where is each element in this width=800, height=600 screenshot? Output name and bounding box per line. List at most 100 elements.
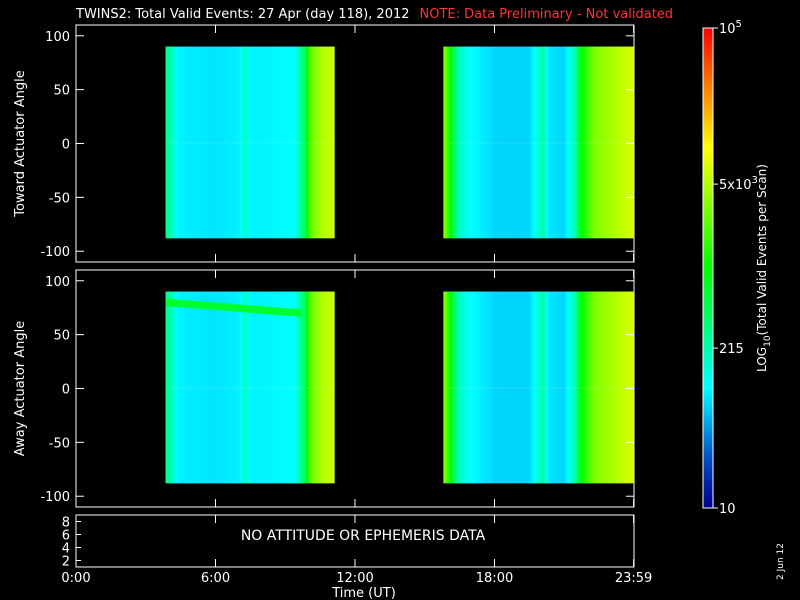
x-tick-label: 23:59 bbox=[615, 571, 652, 586]
heatmap-column bbox=[450, 291, 453, 484]
heatmap-column bbox=[260, 291, 263, 484]
heatmap-column bbox=[454, 46, 457, 239]
heatmap-column bbox=[226, 46, 229, 239]
heatmap-column bbox=[277, 291, 280, 484]
heatmap-column bbox=[309, 46, 312, 239]
heatmap-column bbox=[598, 46, 601, 239]
heatmap-column bbox=[630, 46, 633, 239]
heatmap-column bbox=[515, 46, 518, 239]
heatmap-column bbox=[224, 46, 227, 239]
heatmap-column bbox=[256, 291, 259, 484]
heatmap-column bbox=[165, 291, 168, 484]
heatmap-column bbox=[630, 291, 633, 484]
heatmap-column bbox=[574, 291, 577, 484]
heatmap-column bbox=[567, 291, 570, 484]
heatmap-column bbox=[443, 291, 446, 484]
heatmap-column bbox=[298, 46, 301, 239]
heatmap-column bbox=[204, 291, 207, 484]
heatmap-column bbox=[518, 291, 521, 484]
zero-angle-streak bbox=[165, 387, 335, 389]
heatmap-column bbox=[605, 46, 608, 239]
heatmap-column bbox=[582, 291, 585, 484]
heatmap-column bbox=[457, 291, 460, 484]
heatmap-column bbox=[240, 46, 243, 239]
heatmap-column bbox=[212, 291, 215, 484]
heatmap-column bbox=[447, 46, 450, 239]
heatmap-column bbox=[225, 291, 228, 484]
heatmap-column bbox=[327, 291, 330, 484]
y-tick-label: -50 bbox=[49, 191, 70, 206]
heatmap-column bbox=[552, 46, 555, 239]
heatmap-column bbox=[205, 291, 208, 484]
heatmap-column bbox=[236, 46, 239, 239]
heatmap-column bbox=[453, 291, 456, 484]
x-tick-label: 12:00 bbox=[336, 571, 373, 586]
heatmap-column bbox=[503, 291, 506, 484]
heatmap-column bbox=[609, 291, 612, 484]
heatmap-column bbox=[570, 291, 573, 484]
heatmap-column bbox=[197, 291, 200, 484]
heatmap-column bbox=[302, 291, 305, 484]
data-block-toward-2 bbox=[443, 46, 634, 239]
heatmap-column bbox=[621, 46, 624, 239]
heatmap-column bbox=[465, 46, 468, 239]
heatmap-column bbox=[455, 291, 458, 484]
heatmap-column bbox=[561, 46, 564, 239]
heatmap-column bbox=[483, 46, 486, 239]
heatmap-column bbox=[193, 46, 196, 239]
heatmap-column bbox=[464, 291, 467, 484]
heatmap-column bbox=[624, 46, 627, 239]
heatmap-column bbox=[270, 46, 273, 239]
heatmap-column bbox=[324, 291, 327, 484]
heatmap-column bbox=[521, 46, 524, 239]
heatmap-column bbox=[538, 46, 541, 239]
heatmap-column bbox=[172, 46, 175, 239]
heatmap-column bbox=[228, 291, 231, 484]
heatmap-column bbox=[173, 291, 176, 484]
panel-toward: 100 50 0 -50 -100 Toward Actuator Angle bbox=[13, 24, 635, 263]
heatmap-column bbox=[204, 46, 207, 239]
heatmap-column bbox=[313, 46, 316, 239]
y-tick-label: -50 bbox=[49, 436, 70, 451]
heatmap-column bbox=[592, 291, 595, 484]
heatmap-column bbox=[550, 291, 553, 484]
heatmap-column bbox=[577, 291, 580, 484]
heatmap-column bbox=[254, 46, 257, 239]
heatmap-column bbox=[587, 46, 590, 239]
heatmap-column bbox=[596, 46, 599, 239]
heatmap-column bbox=[607, 291, 610, 484]
heatmap-column bbox=[497, 291, 500, 484]
heatmap-column bbox=[180, 46, 183, 239]
heatmap-column bbox=[225, 46, 228, 239]
heatmap-column bbox=[631, 46, 634, 239]
heatmap-column bbox=[305, 46, 308, 239]
heatmap-column bbox=[321, 46, 324, 239]
heatmap-column bbox=[465, 291, 468, 484]
heatmap-column bbox=[474, 291, 477, 484]
heatmap-column bbox=[178, 291, 181, 484]
heatmap-column bbox=[325, 291, 328, 484]
heatmap-column bbox=[316, 291, 319, 484]
heatmap-column bbox=[454, 291, 457, 484]
heatmap-column bbox=[187, 291, 190, 484]
heatmap-column bbox=[443, 46, 446, 239]
heatmap-column bbox=[467, 46, 470, 239]
heatmap-column bbox=[547, 46, 550, 239]
heatmap-column bbox=[486, 291, 489, 484]
heatmap-column bbox=[282, 291, 285, 484]
heatmap-column bbox=[510, 46, 513, 239]
heatmap-column bbox=[295, 291, 298, 484]
heatmap-column bbox=[501, 291, 504, 484]
heatmap-column bbox=[603, 291, 606, 484]
heatmap-column bbox=[189, 291, 192, 484]
heatmap-column bbox=[165, 46, 168, 239]
heatmap-column bbox=[190, 46, 193, 239]
heatmap-column bbox=[182, 291, 185, 484]
heatmap-column bbox=[610, 291, 613, 484]
heatmap-column bbox=[557, 46, 560, 239]
x-tick-label: 18:00 bbox=[476, 571, 513, 586]
heatmap-column bbox=[482, 46, 485, 239]
heatmap-column bbox=[226, 291, 229, 484]
heatmap-column bbox=[613, 46, 616, 239]
heatmap-column bbox=[208, 291, 211, 484]
